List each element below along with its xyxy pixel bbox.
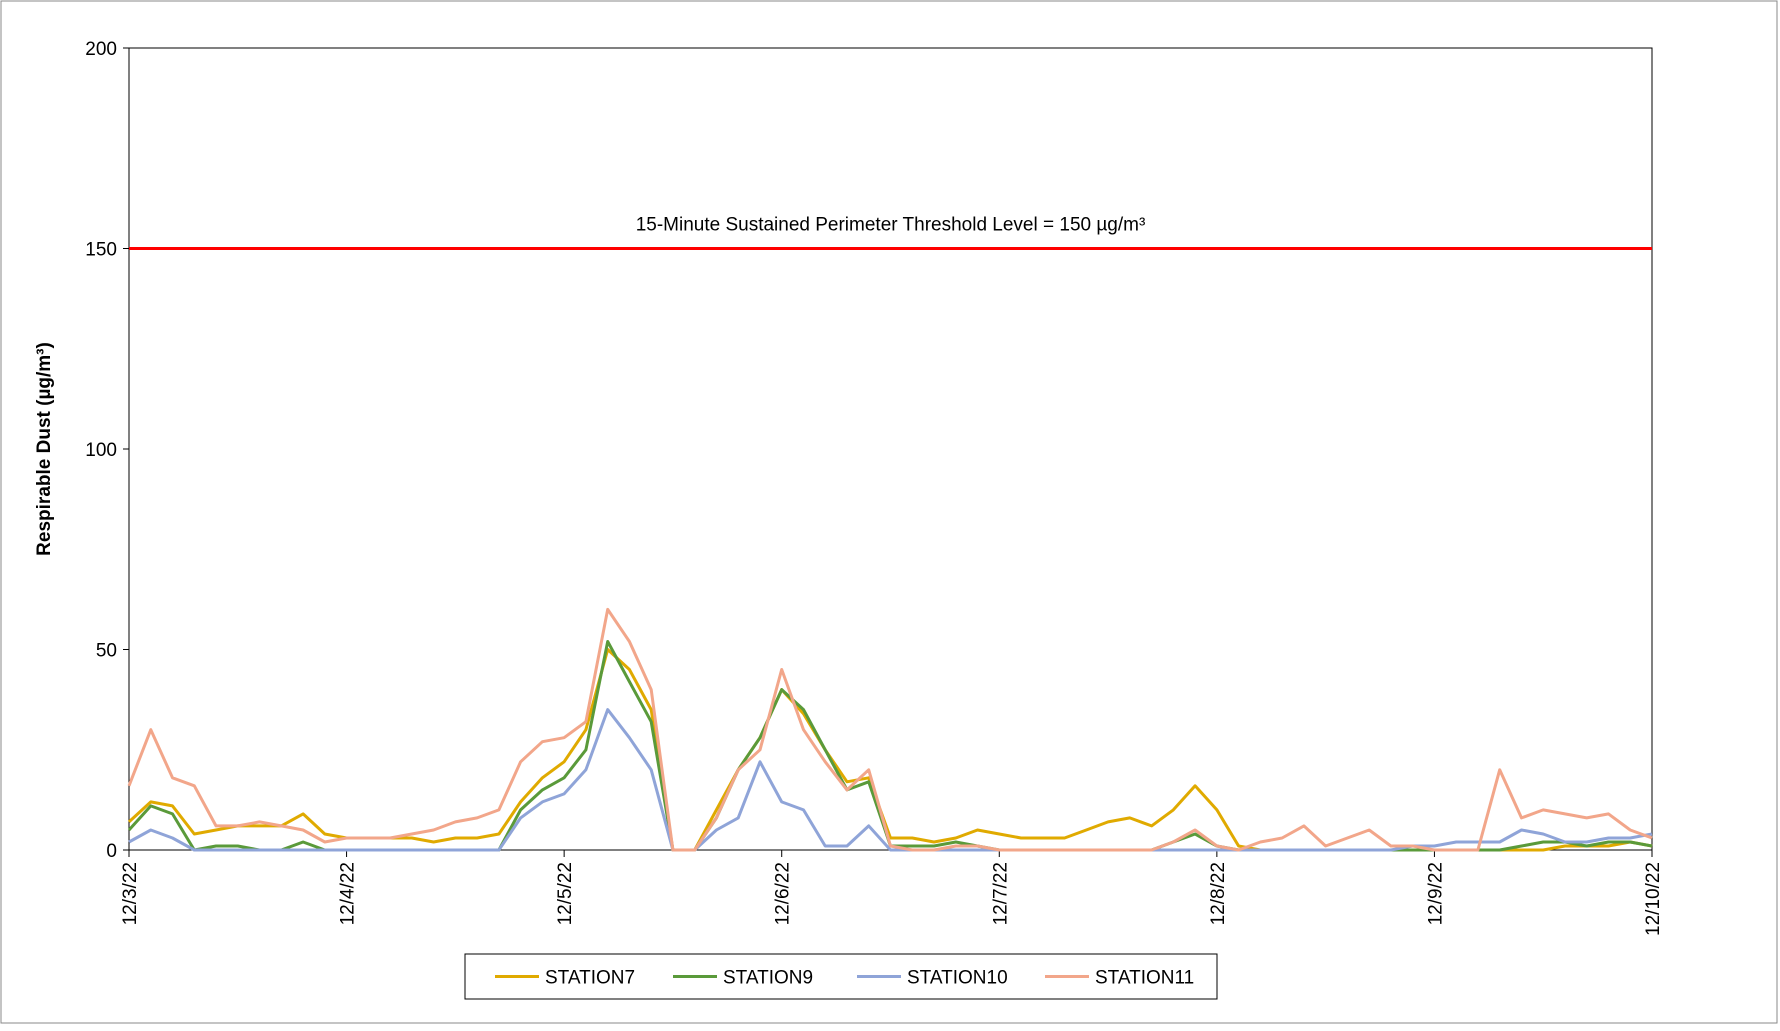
y-tick-label: 0	[106, 841, 117, 862]
legend-label: STATION10	[907, 968, 1008, 989]
legend-label: STATION9	[723, 968, 813, 989]
y-tick-label: 100	[85, 440, 117, 461]
x-tick-label: 12/5/22	[555, 862, 576, 925]
x-tick-label: 12/4/22	[338, 862, 359, 925]
threshold-label: 15-Minute Sustained Perimeter Threshold …	[636, 215, 1146, 236]
legend-label: STATION11	[1095, 968, 1194, 989]
x-tick-label: 12/7/22	[990, 862, 1011, 925]
series-line	[128, 708, 1653, 852]
x-tick-label: 12/9/22	[1425, 862, 1446, 925]
y-tick-label: 50	[96, 641, 117, 662]
x-tick-label: 12/8/22	[1208, 862, 1229, 925]
legend-box	[464, 953, 1218, 1000]
y-tick-label: 200	[85, 39, 117, 60]
x-tick-label: 12/3/22	[120, 862, 141, 925]
x-tick-label: 12/6/22	[773, 862, 794, 925]
series-line	[127, 607, 1653, 852]
x-tick-label: 12/10/22	[1643, 862, 1664, 936]
legend-label: STATION7	[545, 968, 635, 989]
y-tick-label: 150	[85, 240, 117, 261]
y-axis-label: Respirable Dust (µg/m³)	[34, 342, 55, 556]
